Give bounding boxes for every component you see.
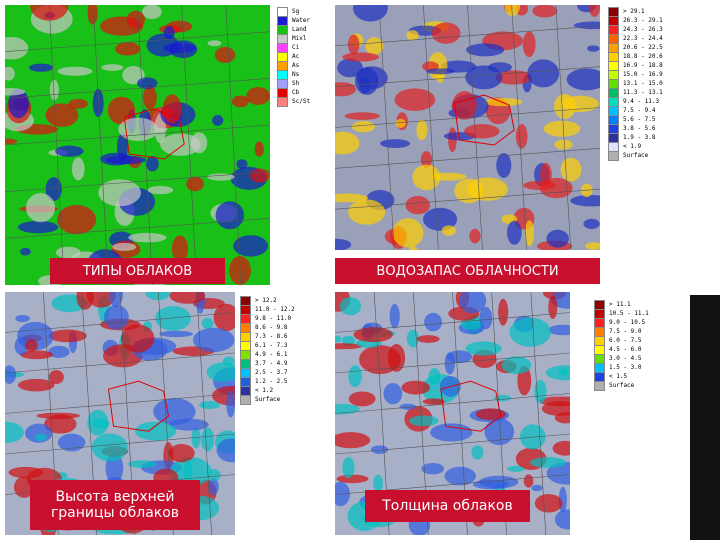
legend-label: Sh <box>292 80 300 87</box>
legend-label: 4.5 - 6.0 <box>609 346 642 353</box>
legend-swatch <box>240 394 251 405</box>
legend-label: Ci <box>292 44 300 51</box>
map-image <box>5 5 270 285</box>
map-image <box>5 292 235 535</box>
legend-label: 1.9 - 3.8 <box>623 134 656 141</box>
legend-label: Surface <box>255 396 281 403</box>
legend-label: 15.0 - 16.9 <box>623 71 663 78</box>
legend-swatch <box>608 150 619 161</box>
legend-label: Sg <box>292 8 300 15</box>
legend-label: 9.0 - 10.5 <box>609 319 646 326</box>
legend-label: 16.9 - 18.8 <box>623 62 663 69</box>
legend-label: Surface <box>623 152 649 159</box>
legend-label: 5.6 - 7.5 <box>623 116 656 123</box>
legend-label: 4.9 - 6.1 <box>255 351 288 358</box>
legend-label: 9.8 - 11.0 <box>255 315 292 322</box>
legend-swatch <box>277 96 288 107</box>
legend-label: 7.3 - 8.6 <box>255 333 288 340</box>
legend-label: Surface <box>609 382 635 389</box>
legend-item: Surface <box>240 394 302 405</box>
legend-label: Mixl <box>292 35 307 42</box>
legend-label: 7.5 - 9.4 <box>623 107 656 114</box>
map-image <box>335 292 570 535</box>
legend-label: 13.1 - 15.0 <box>623 80 663 87</box>
map-image <box>335 5 600 250</box>
satellite-map <box>5 5 270 285</box>
legend-label: > 29.1 <box>623 8 645 15</box>
legend: Sg Water Land Mixl Ci Ac As Ns Sh Cb Sc/St <box>275 5 331 108</box>
legend-label: Cb <box>292 89 300 96</box>
legend-label: Sc/St <box>292 98 311 105</box>
legend-label: 1.5 - 3.0 <box>609 364 642 371</box>
legend-swatch <box>594 380 605 391</box>
caption: Высота верхней границы облаков <box>30 480 200 530</box>
legend-label: Ac <box>292 53 300 60</box>
legend-label: < 1.9 <box>623 143 642 150</box>
caption: Толщина облаков <box>365 490 530 522</box>
caption: ТИПЫ ОБЛАКОВ <box>50 258 225 284</box>
legend: > 12.2 11.0 - 12.2 9.8 - 11.0 8.6 - 9.8 7.3 … <box>238 294 304 406</box>
legend-item: Sc/St <box>277 96 329 107</box>
legend-label: 3.8 - 5.6 <box>623 125 656 132</box>
legend-label: 11.0 - 12.2 <box>255 306 295 313</box>
legend-label: 2.5 - 3.7 <box>255 369 288 376</box>
legend-label: 9.4 - 11.3 <box>623 98 660 105</box>
legend: > 29.1 26.3 - 29.1 24.3 - 26.3 22.3 - 24.4 2… <box>606 5 672 162</box>
satellite-map <box>335 292 570 535</box>
legend-label: 24.3 - 26.3 <box>623 26 663 33</box>
legend-label: Land <box>292 26 307 33</box>
legend-label: 10.5 - 11.1 <box>609 310 649 317</box>
legend-label: < 1.5 <box>609 373 628 380</box>
legend-label: > 11.1 <box>609 301 631 308</box>
legend: > 11.1 10.5 - 11.1 9.0 - 10.5 7.5 - 9.0 6.0 … <box>592 298 658 392</box>
legend-label: < 1.2 <box>255 387 274 394</box>
legend-label: 6.1 - 7.3 <box>255 342 288 349</box>
legend-label: 8.6 - 9.8 <box>255 324 288 331</box>
legend-label: As <box>292 62 300 69</box>
caption: ВОДОЗАПАС ОБЛАЧНОСТИ <box>335 258 600 284</box>
legend-label: > 12.2 <box>255 297 277 304</box>
legend-label: 11.3 - 13.1 <box>623 89 663 96</box>
legend-label: Water <box>292 17 311 24</box>
legend-label: 26.3 - 29.1 <box>623 17 663 24</box>
legend-label: 3.0 - 4.5 <box>609 355 642 362</box>
legend-label: 6.0 - 7.5 <box>609 337 642 344</box>
legend-label: 7.5 - 9.0 <box>609 328 642 335</box>
legend-label: 22.3 - 24.4 <box>623 35 663 42</box>
legend-label: 1.2 - 2.5 <box>255 378 288 385</box>
legend-label: 18.8 - 20.6 <box>623 53 663 60</box>
legend-item: Surface <box>608 150 670 161</box>
legend-label: Ns <box>292 71 300 78</box>
side-bar <box>690 295 720 540</box>
satellite-map <box>335 5 600 250</box>
legend-label: 3.7 - 4.9 <box>255 360 288 367</box>
legend-item: Surface <box>594 380 656 391</box>
legend-label: 20.6 - 22.5 <box>623 44 663 51</box>
